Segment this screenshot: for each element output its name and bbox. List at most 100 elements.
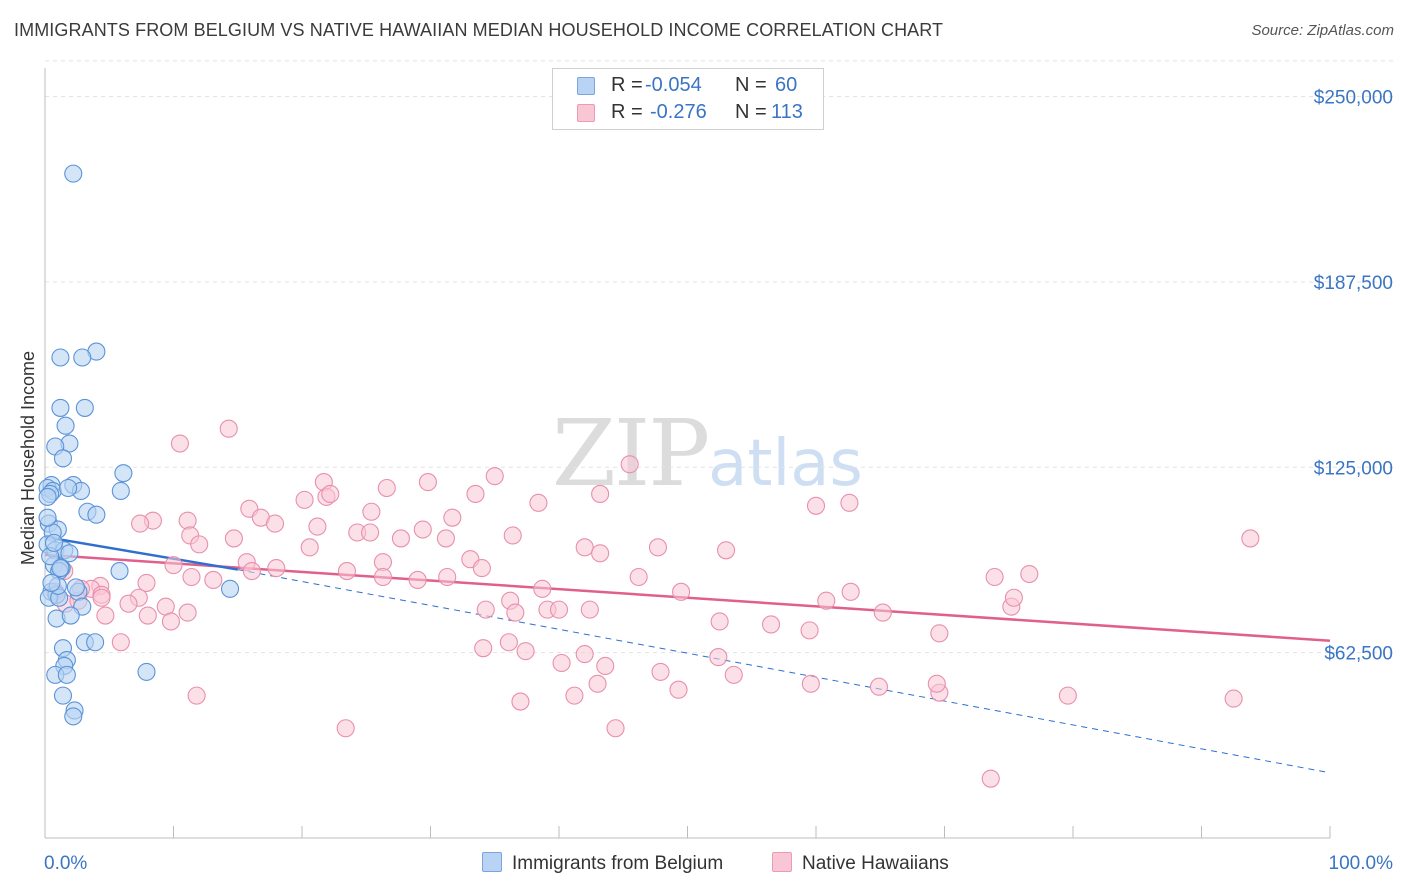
native-hawaiian-point xyxy=(138,606,157,625)
native-hawaiian-point xyxy=(499,633,518,652)
native-hawaiian-point xyxy=(161,612,180,631)
native-hawaiian-point xyxy=(418,473,437,492)
native-hawaiian-point xyxy=(242,562,261,581)
axis-labels: $62,500 $125,000 $187,500 $250,000 0.0% 100.0… xyxy=(18,88,1393,875)
native-hawaiian-point xyxy=(606,719,625,738)
native-hawaiian-point xyxy=(927,674,946,693)
native-hawaiian-point xyxy=(761,615,781,634)
y-tick-label: $125,000 xyxy=(1314,458,1393,479)
belgium-point xyxy=(64,164,83,183)
native-hawaiian-point xyxy=(801,674,820,693)
legend-n-value: 113 xyxy=(771,101,803,123)
native-hawaiian-point xyxy=(873,603,892,622)
bottom-legend-swatch-pink xyxy=(772,852,792,872)
legend-r-value: -0.276 xyxy=(650,101,707,123)
native-hawaiian-point xyxy=(472,559,491,578)
native-hawaiian-point xyxy=(219,419,238,438)
axes xyxy=(44,68,1331,839)
legend-row-belgium: R = -0.054 N = 60 xyxy=(553,73,823,99)
native-hawaiian-point xyxy=(476,600,495,619)
bottom-legend-label: Immigrants from Belgium xyxy=(512,853,724,874)
belgium-point xyxy=(66,578,85,597)
legend-r-value: -0.054 xyxy=(645,74,702,96)
belgium-point xyxy=(75,398,94,417)
native-hawaiian-point xyxy=(588,674,607,693)
chart-title: IMMIGRANTS FROM BELGIUM VS NATIVE HAWAII… xyxy=(14,20,944,40)
belgium-point xyxy=(60,544,79,563)
native-hawaiian-point xyxy=(648,538,667,557)
native-hawaiian-point xyxy=(800,621,819,640)
native-hawaiian-point xyxy=(629,567,648,587)
legend-r-label: R = xyxy=(611,101,643,123)
native-hawaiian-point xyxy=(1241,529,1260,548)
legend-swatch-blue xyxy=(577,77,595,95)
native-hawaiian-point xyxy=(516,642,535,661)
native-hawaiian-point xyxy=(204,570,223,590)
bottom-legend-label: Native Hawaiians xyxy=(802,853,949,874)
native-hawaiian-point xyxy=(474,639,493,658)
watermark-atlas: atlas xyxy=(708,427,863,501)
belgium-point xyxy=(87,505,106,524)
belgium-point xyxy=(137,662,156,681)
native-hawaiian-point xyxy=(503,526,522,545)
belgium-point xyxy=(53,449,73,468)
native-hawaiian-point xyxy=(182,567,201,587)
native-hawaiian-point xyxy=(131,514,150,533)
native-hawaiian-point xyxy=(321,484,340,503)
native-hawaiian-point xyxy=(337,562,357,581)
native-hawaiian-point xyxy=(170,434,189,453)
y-axis-title: Median Household Income xyxy=(18,351,38,565)
native-hawaiian-point xyxy=(575,645,594,664)
x-tick-label: 100.0% xyxy=(1329,853,1394,874)
native-hawaiian-point xyxy=(511,692,530,711)
legend-n-value: 60 xyxy=(775,74,798,96)
native-hawaiian-point xyxy=(529,493,548,512)
y-tick-label: $250,000 xyxy=(1314,88,1393,109)
native-hawaiian-point xyxy=(436,529,455,548)
legend-n-label: N = xyxy=(735,74,767,96)
belgium-point xyxy=(114,464,133,483)
belgium-point xyxy=(44,533,64,552)
native-hawaiian-point xyxy=(190,535,209,554)
native-hawaiian-point xyxy=(443,508,462,527)
native-hawaiian-point xyxy=(391,529,410,548)
belgium-points xyxy=(38,164,240,726)
native-hawaiian-point xyxy=(596,656,615,676)
belgium-point xyxy=(111,481,130,501)
native-hawaiian-point xyxy=(408,570,427,590)
legend-r-label: R = xyxy=(611,74,643,96)
native-hawaiian-point xyxy=(265,514,285,533)
native-hawaiian-point xyxy=(580,600,599,619)
native-hawaiian-point xyxy=(224,529,243,548)
bottom-legend-hawaiians: Native Hawaiians xyxy=(772,852,949,876)
belgium-point xyxy=(51,348,70,367)
native-hawaiian-point xyxy=(869,677,889,696)
y-tick-label: $62,500 xyxy=(1324,644,1393,665)
belgium-point xyxy=(220,579,240,598)
native-hawaiian-point xyxy=(178,511,197,530)
native-hawaiian-point xyxy=(651,662,670,681)
belgium-trend-extension xyxy=(237,569,1331,774)
native-hawaiian-point xyxy=(1058,686,1077,705)
belgium-point xyxy=(110,562,129,581)
native-hawaiian-point xyxy=(985,567,1004,587)
native-hawaiian-point xyxy=(620,455,639,474)
watermark: ZIPatlas xyxy=(552,400,863,507)
native-hawaiian-point xyxy=(591,484,610,503)
belgium-point xyxy=(51,559,70,578)
native-hawaiian-point xyxy=(1020,564,1039,584)
belgium-point xyxy=(38,508,57,527)
correlation-legend: R = -0.054 N = 60 R = -0.276 N = 113 xyxy=(552,68,824,130)
belgium-point xyxy=(86,633,105,652)
bottom-legend-belgium: Immigrants from Belgium xyxy=(482,852,723,876)
legend-swatch-pink xyxy=(577,104,595,122)
belgium-point xyxy=(59,478,78,498)
native-hawaiian-point xyxy=(506,603,525,622)
x-tick-label: 0.0% xyxy=(44,853,87,874)
watermark-zip: ZIP xyxy=(552,400,710,507)
belgium-point xyxy=(57,665,76,684)
belgium-point xyxy=(61,606,80,625)
native-hawaiian-point xyxy=(930,624,949,643)
native-hawaiian-point xyxy=(709,648,728,667)
native-hawaiian-point xyxy=(840,493,859,512)
